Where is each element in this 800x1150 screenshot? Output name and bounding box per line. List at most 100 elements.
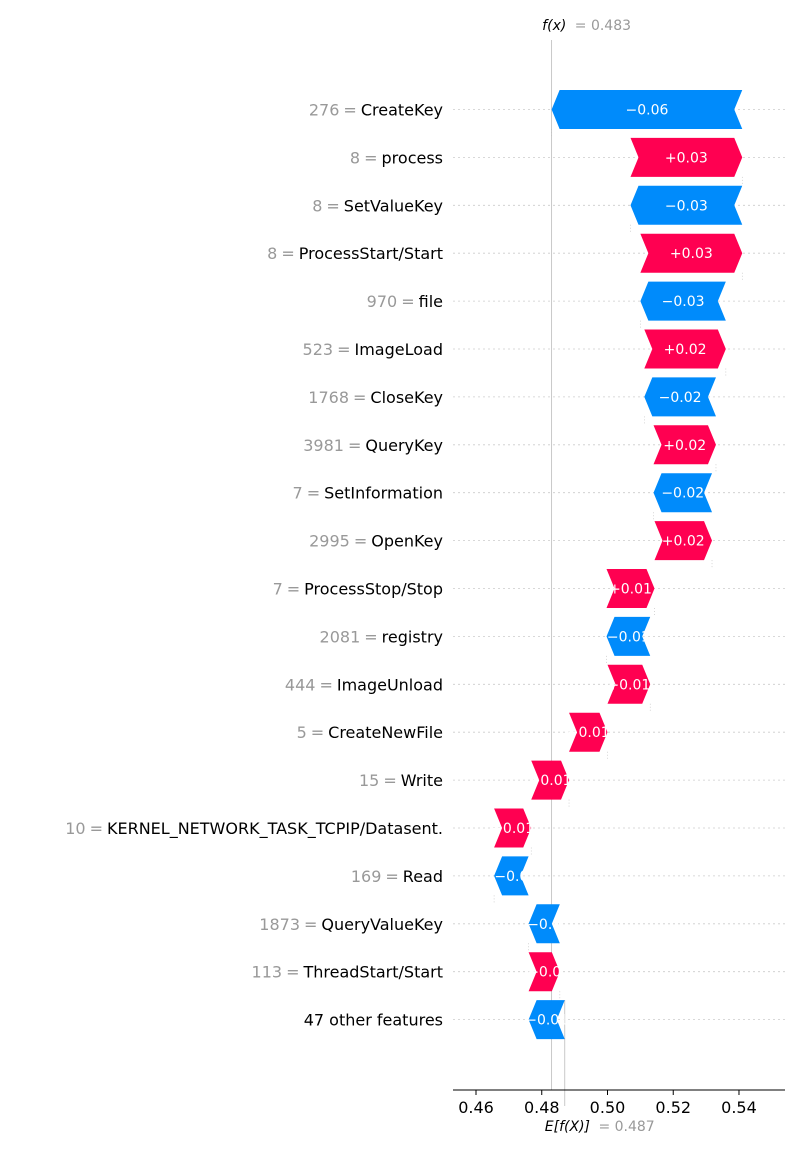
- feature-value: 276: [309, 101, 340, 120]
- positive-bar: [640, 233, 743, 273]
- feature-value: 444: [285, 675, 316, 694]
- equals-sign: =: [304, 915, 317, 934]
- x-tick-label: 0.46: [458, 1098, 494, 1117]
- positive-bar: [606, 569, 655, 608]
- fx-annotation: f(x) = 0.483: [542, 18, 631, 34]
- negative-bar: [606, 616, 651, 656]
- equals-sign: =: [286, 963, 299, 982]
- bars-group: −0.06 +0.03 −0.03 +0.03 −0.03 +0.02 −0.02 +0.02…: [491, 90, 743, 1040]
- bar-value-label: −0.03: [665, 198, 708, 214]
- feature-name: KERNEL_NETWORK_TASK_TCPIP/Datasent.: [107, 819, 443, 839]
- positive-bar: [653, 425, 716, 465]
- feature-label: 1768 = CloseKey: [308, 388, 443, 407]
- feature-label: 970 = file: [367, 292, 443, 311]
- feature-value: 1768: [308, 388, 349, 407]
- bar-value-label: −0.03: [662, 294, 705, 310]
- feature-name: ImageLoad: [355, 340, 444, 359]
- equals-sign: =: [348, 436, 361, 455]
- equals-sign: =: [353, 388, 366, 407]
- feature-label: 5 = CreateNewFile: [297, 723, 443, 742]
- x-tick-label: 0.48: [524, 1098, 560, 1117]
- negative-bar: [640, 281, 726, 321]
- feature-name: registry: [382, 627, 443, 646]
- equals-sign: =: [90, 819, 103, 838]
- feature-value: 113: [252, 963, 283, 982]
- feature-label: 523 = ImageLoad: [303, 340, 443, 359]
- positive-bar: [654, 521, 713, 561]
- x-axis: 0.46 0.48 0.50 0.52 0.54: [453, 1089, 785, 1117]
- bar-value-label: +0.03: [670, 246, 713, 262]
- feature-value: 169: [351, 867, 382, 886]
- feature-name: SetInformation: [324, 484, 443, 503]
- feature-label: 2995 = OpenKey: [309, 532, 443, 551]
- feature-name: CreateKey: [361, 101, 443, 120]
- bar-value-label: +0.03: [665, 150, 708, 166]
- feature-label: 10 = KERNEL_NETWORK_TASK_TCPIP/Datasent.: [65, 819, 443, 839]
- feature-value: 523: [303, 340, 334, 359]
- positive-bar: [630, 137, 743, 177]
- negative-bar: [644, 377, 716, 417]
- feature-label: 47 other features: [304, 1011, 443, 1030]
- feature-value: 2081: [320, 627, 361, 646]
- feature-value: 970: [367, 292, 398, 311]
- feature-name: SetValueKey: [344, 196, 443, 215]
- bar-value-label: −0.01: [525, 1013, 568, 1029]
- feature-label: 113 = ThreadStart/Start: [252, 963, 443, 982]
- equals-sign: =: [385, 867, 398, 886]
- feature-label: 276 = CreateKey: [309, 101, 443, 120]
- feature-value: 15: [359, 771, 379, 790]
- bar-value-label: +0.02: [662, 534, 705, 550]
- equals-sign: =: [281, 244, 294, 263]
- feature-name: process: [382, 148, 443, 167]
- feature-label: 8 = ProcessStart/Start: [267, 244, 443, 263]
- feature-label: 8 = process: [350, 148, 443, 167]
- x-tick-label: 0.54: [721, 1098, 757, 1117]
- equals-sign: =: [307, 484, 320, 503]
- feature-name: 47 other features: [304, 1011, 443, 1030]
- positive-bar: [569, 712, 608, 752]
- feature-name: ImageUnload: [337, 675, 443, 694]
- negative-bar: [551, 90, 743, 129]
- feature-label: 3981 = QueryKey: [303, 436, 443, 455]
- efx-label: E[f(X)]: [545, 1119, 590, 1135]
- bar-value-label: −0.01: [607, 629, 650, 645]
- equals-sign: =: [383, 771, 396, 790]
- efx-annotation: E[f(X)] = 0.487: [545, 1119, 655, 1135]
- bar-value-label: +0.01: [609, 582, 652, 598]
- feature-label: 444 = ImageUnload: [285, 675, 443, 694]
- equals-sign: =: [401, 292, 414, 311]
- bar-value-label: +0.02: [664, 342, 707, 358]
- positive-bar: [531, 760, 570, 800]
- feature-name: QueryValueKey: [321, 915, 443, 934]
- equals-sign: =: [319, 675, 332, 694]
- bar-value-label: +0.0: [527, 965, 561, 981]
- feature-value: 7: [273, 580, 283, 599]
- equals-sign: =: [311, 723, 324, 742]
- feature-name: CloseKey: [370, 388, 443, 407]
- efx-value: = 0.487: [598, 1119, 654, 1135]
- bar-value-label: +0.02: [663, 438, 706, 454]
- feature-value: 8: [350, 148, 360, 167]
- reference-lines: [551, 40, 566, 1106]
- equals-sign: =: [326, 196, 339, 215]
- equals-sign: =: [364, 148, 377, 167]
- equals-sign: =: [354, 532, 367, 551]
- bar-value-label: +0.01: [529, 773, 572, 789]
- bar-value-label: −0.06: [625, 103, 668, 119]
- feature-value: 3981: [303, 436, 344, 455]
- negative-bar: [528, 1000, 565, 1040]
- feature-label: 8 = SetValueKey: [312, 196, 443, 215]
- feature-name: ProcessStart/Start: [299, 244, 443, 263]
- feature-value: 2995: [309, 532, 350, 551]
- feature-label: 169 = Read: [351, 867, 443, 886]
- equals-sign: =: [287, 580, 300, 599]
- bar-value-label: +0.01: [607, 677, 650, 693]
- feature-value: 7: [293, 484, 303, 503]
- bar-value-label: −0.0: [527, 917, 561, 933]
- feature-value: 8: [267, 244, 277, 263]
- positive-bar: [528, 952, 560, 992]
- feature-label: 7 = SetInformation: [293, 484, 443, 503]
- x-tick-label: 0.52: [655, 1098, 691, 1117]
- feature-name: CreateNewFile: [328, 723, 443, 742]
